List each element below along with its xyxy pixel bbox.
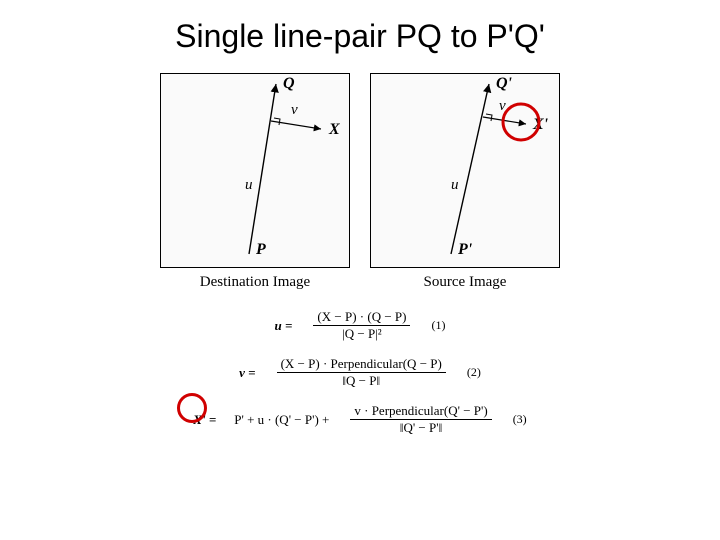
eq1-frac: (X − P) · (Q − P) |Q − P|² bbox=[313, 309, 410, 342]
eq1-lhs: u = bbox=[275, 318, 293, 334]
equations-area: u = (X − P) · (Q − P) |Q − P|² (1) v = (… bbox=[0, 309, 720, 436]
label-x: X bbox=[328, 121, 340, 138]
eq1-num: (X − P) · (Q − P) bbox=[313, 309, 410, 325]
eq3-frac: v · Perpendicular(Q' − P') ‖Q' − P'‖ bbox=[350, 403, 491, 436]
destination-panel: Q P X v u Destination Image bbox=[160, 73, 350, 291]
label-q-prime: Q' bbox=[496, 75, 513, 92]
eq2-label: (2) bbox=[467, 365, 481, 380]
line-pq bbox=[249, 84, 276, 254]
eq2-num: (X − P) · Perpendicular(Q − P) bbox=[277, 356, 446, 372]
line-v bbox=[271, 121, 321, 129]
source-caption: Source Image bbox=[370, 274, 560, 291]
label-u-prime-txt: u bbox=[451, 177, 459, 193]
equation-2: v = (X − P) · Perpendicular(Q − P) ‖Q − … bbox=[239, 356, 481, 389]
label-p: P bbox=[255, 241, 266, 258]
eq1-den: |Q − P|² bbox=[338, 326, 386, 342]
label-v: v bbox=[291, 102, 298, 118]
source-box: Q' P' X' v u bbox=[370, 73, 560, 268]
page-title: Single line-pair PQ to P'Q' bbox=[0, 0, 720, 55]
eq3-mid: P' + u · (Q' − P') + bbox=[234, 412, 329, 428]
eq3-label: (3) bbox=[513, 412, 527, 427]
destination-svg: Q P X v u bbox=[161, 74, 351, 269]
eq2-frac: (X − P) · Perpendicular(Q − P) ‖Q − P‖ bbox=[277, 356, 446, 389]
eq3-num: v · Perpendicular(Q' − P') bbox=[350, 403, 491, 419]
source-svg: Q' P' X' v u bbox=[371, 74, 561, 269]
diagrams-row: Q P X v u Destination Image Q' P' bbox=[0, 73, 720, 291]
source-panel: Q' P' X' v u Source Image bbox=[370, 73, 560, 291]
destination-box: Q P X v u bbox=[160, 73, 350, 268]
label-p-prime: P' bbox=[457, 241, 473, 258]
eq1-label: (1) bbox=[431, 318, 445, 333]
equation-1: u = (X − P) · (Q − P) |Q − P|² (1) bbox=[275, 309, 446, 342]
eq2-lhs: v = bbox=[239, 365, 255, 381]
eq3-lhs: X' = bbox=[193, 412, 216, 428]
destination-caption: Destination Image bbox=[160, 274, 350, 291]
label-q: Q bbox=[283, 75, 295, 92]
eq2-den: ‖Q − P‖ bbox=[338, 373, 384, 389]
line-pq-prime bbox=[451, 84, 489, 254]
label-u: u bbox=[245, 177, 253, 193]
eq3-den: ‖Q' − P'‖ bbox=[396, 420, 446, 436]
equation-3: X' = P' + u · (Q' − P') + v · Perpendicu… bbox=[193, 403, 526, 436]
